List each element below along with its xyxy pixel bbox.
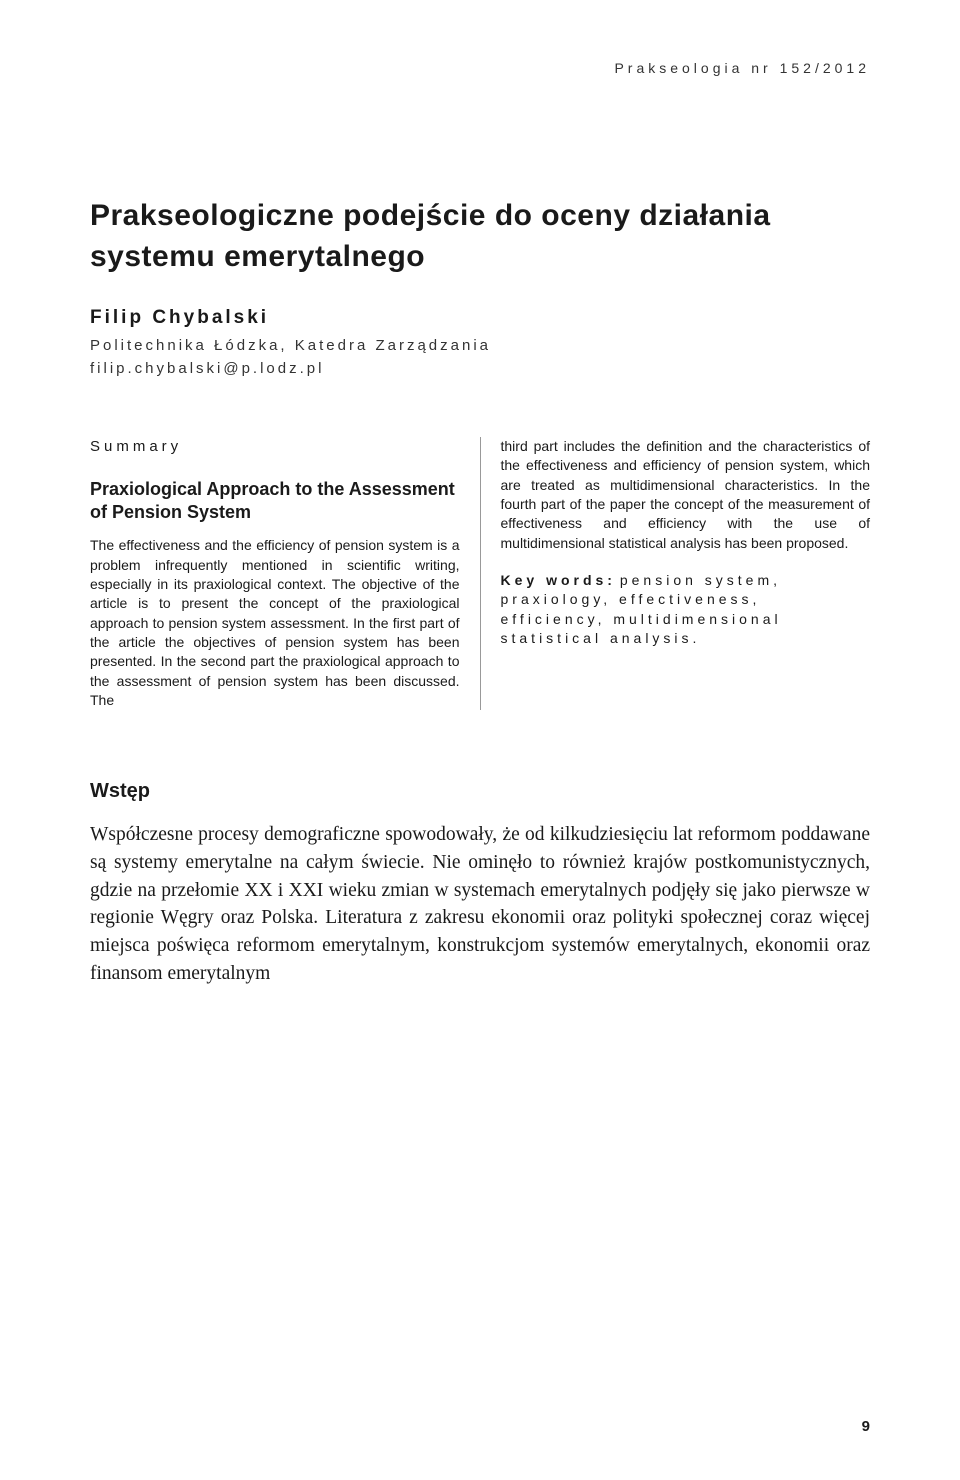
keywords-label: Key words: [501,572,616,588]
author-name: Filip Chybalski [90,307,870,329]
summary-label: Summary [90,437,460,458]
body-paragraph: Współczesne procesy demograficzne spowod… [90,821,870,987]
summary-section: Summary Praxiological Approach to the As… [90,437,870,710]
column-separator [480,437,481,710]
author-email: filip.chybalski@p.lodz.pl [90,360,870,377]
summary-left-column: Summary Praxiological Approach to the As… [90,437,460,710]
section-heading: Wstęp [90,780,870,803]
article-title: Prakseologiczne podejście do oceny dział… [90,196,870,277]
summary-right-column: third part includes the definition and t… [501,437,871,710]
journal-header: Prakseologia nr 152/2012 [90,60,870,76]
author-affiliation: Politechnika Łódzka, Katedra Zarządzania [90,337,870,354]
summary-left-text: The effectiveness and the efficiency of … [90,536,460,710]
page-number: 9 [862,1418,870,1435]
summary-right-text: third part includes the definition and t… [501,437,871,553]
summary-title: Praxiological Approach to the Assessment… [90,478,460,525]
keywords-block: Key words: pension system, praxiology, e… [501,571,871,648]
